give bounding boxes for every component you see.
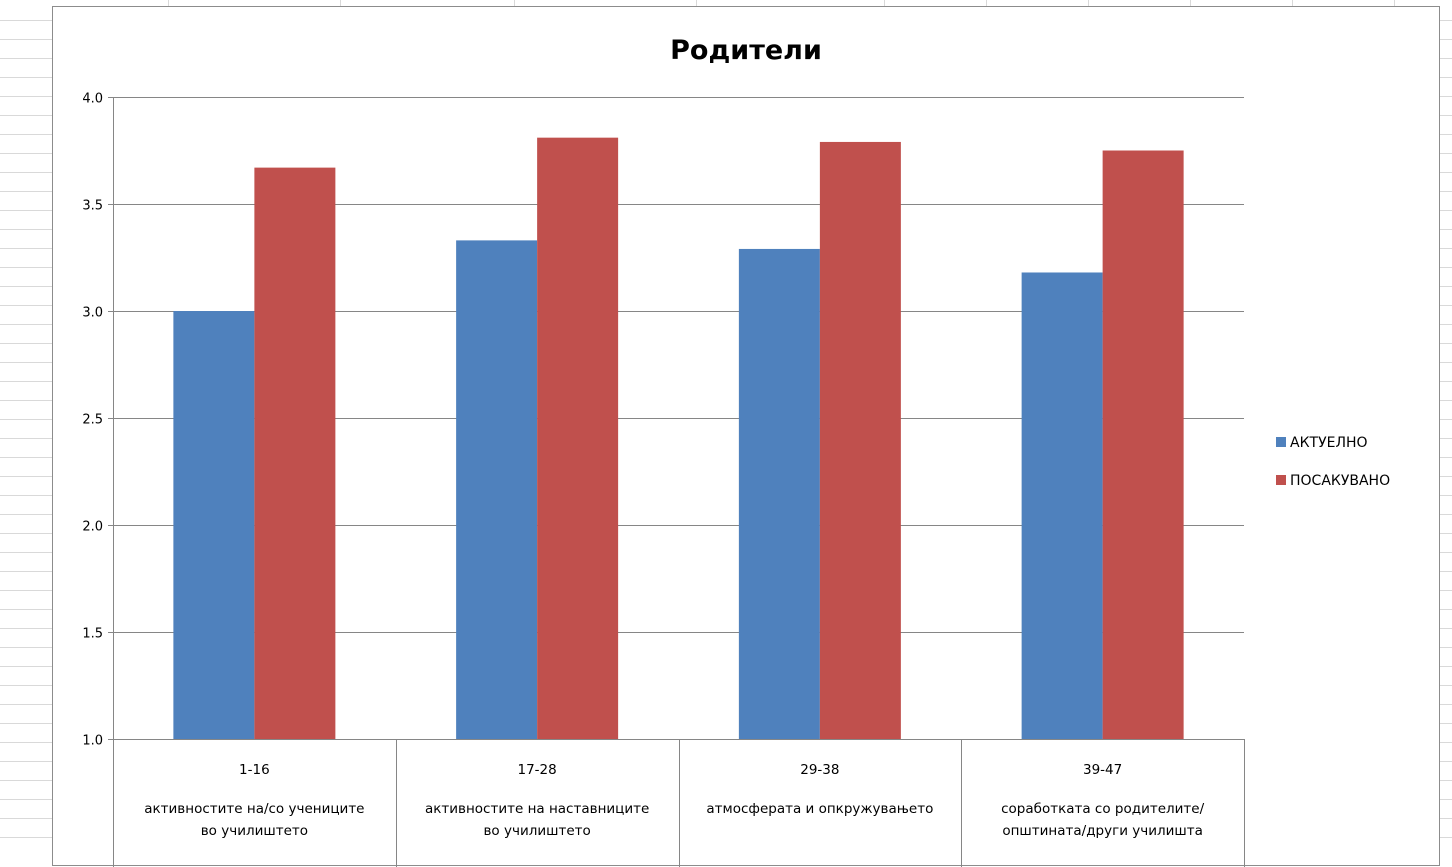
x-category-code: 17-28 (518, 762, 557, 778)
x-category-code: 29-38 (800, 762, 839, 778)
x-category-code: 1-16 (239, 762, 270, 778)
legend-label: АКТУЕЛНО (1290, 435, 1368, 451)
y-tick-label: 1.0 (82, 734, 103, 749)
bar-aktuelno[interactable] (739, 249, 820, 739)
bar-posakuvano[interactable] (1103, 151, 1184, 740)
y-tick-label: 2.5 (82, 413, 103, 428)
y-tick-label: 1.5 (82, 627, 103, 642)
bar-posakuvano[interactable] (254, 168, 335, 739)
x-category-label: општината/други училишта (1002, 823, 1203, 839)
x-category-label: атмосферата и опкружувањето (706, 801, 933, 817)
y-tick-label: 3.0 (82, 306, 103, 321)
chart-title: Родители (670, 35, 822, 66)
bar-aktuelno[interactable] (456, 240, 537, 739)
x-category-label: соработката со родителите/ (1001, 801, 1204, 817)
x-category-label: активностите на наставниците (425, 801, 649, 817)
bar-aktuelno[interactable] (1022, 272, 1103, 739)
x-category-label: во училиштето (483, 823, 590, 839)
legend-label: ПОСАКУВАНО (1290, 473, 1390, 489)
x-category-label: активностите на/со учениците (144, 801, 364, 817)
y-tick-label: 2.0 (82, 520, 103, 535)
bar-posakuvano[interactable] (537, 138, 618, 739)
bar-aktuelno[interactable] (173, 311, 254, 739)
legend-swatch (1276, 437, 1286, 447)
legend: АКТУЕЛНО ПОСАКУВАНО (1276, 435, 1390, 489)
y-tick-label: 3.5 (82, 199, 103, 214)
chart-area[interactable]: Родители 1.0 1.5 2.0 2.5 3.0 3.5 4.0 1-16 активн… (52, 6, 1440, 866)
chart-svg: Родители 1.0 1.5 2.0 2.5 3.0 3.5 4.0 1-16 активн… (53, 7, 1441, 867)
legend-swatch (1276, 475, 1286, 485)
x-category-label: во училиштето (201, 823, 308, 839)
x-category-code: 39-47 (1083, 762, 1122, 778)
y-tick-label: 4.0 (82, 92, 103, 107)
bars (173, 138, 1183, 739)
bar-posakuvano[interactable] (820, 142, 901, 739)
